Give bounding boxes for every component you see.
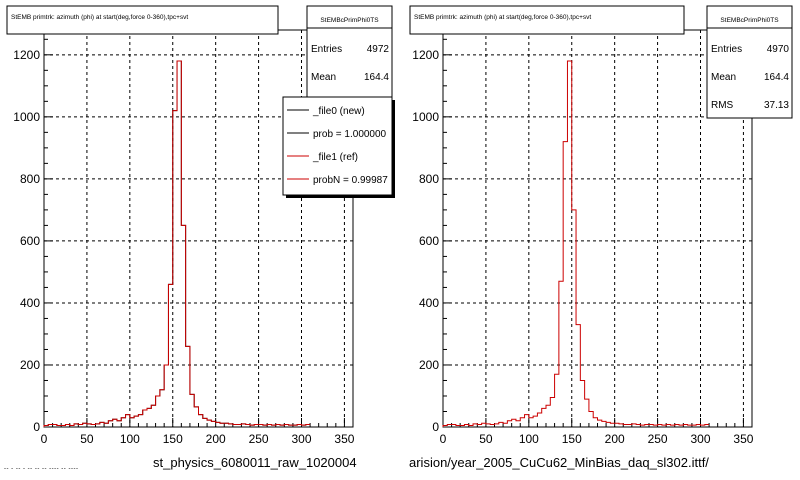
left-stats-mean-value: 164.4 (364, 72, 389, 83)
left-histogram-title: StEMB primtrk: azimuth (phi) at start(de… (11, 14, 188, 21)
right-y-tick-label: 1200 (412, 48, 439, 62)
right-y-tick-label: 1000 (412, 110, 439, 124)
left-y-tick-label: 400 (20, 296, 40, 310)
right-y-tick-label: 600 (419, 234, 439, 248)
left-y-tick-label: 1000 (13, 110, 40, 124)
right-title-box (409, 5, 685, 35)
right-x-tick-label: 200 (605, 432, 625, 446)
right-stats-mean-value: 164.4 (764, 72, 789, 83)
right-x-tick-label: 150 (562, 432, 582, 446)
right-stats-entries-label: Entries (711, 44, 742, 55)
right-stats-entries-value: 4970 (767, 44, 790, 55)
right-y-tick-label: 200 (419, 358, 439, 372)
left-legend-label: prob = 1.000000 (313, 129, 387, 140)
right-x-tick-label: 250 (648, 432, 668, 446)
left-stats-name: StEMBcPrimPhi0TS (320, 17, 379, 24)
left-y-tick-label: 200 (20, 358, 40, 372)
right-stats-mean-label: Mean (711, 72, 736, 83)
right-x-tick-label: 350 (733, 432, 753, 446)
left-y-tick-label: 1200 (13, 48, 40, 62)
left-stats-mean-label: Mean (311, 72, 336, 83)
left-x-tick-label: 250 (249, 432, 269, 446)
left-y-tick-label: 800 (20, 172, 40, 186)
right-y-tick-label: 0 (432, 420, 439, 434)
left-x-tick-label: 350 (334, 432, 354, 446)
left-x-tick-label: 100 (120, 432, 140, 446)
right-x-tick-label: 50 (479, 432, 493, 446)
footnote-text: -- - -- - -- -- -- ---- -- ---- (4, 466, 79, 472)
left-histogram-series-2 (43, 60, 311, 427)
left-x-tick-label: 50 (80, 432, 94, 446)
right-plot-frame (442, 29, 753, 428)
left-legend: _file0 (new) prob = 1.000000 _file1 (ref) p… (287, 106, 388, 186)
left-stats-entries-value: 4972 (367, 44, 390, 55)
left-x-tick-label: 0 (41, 432, 48, 446)
left-legend-label: _file1 (ref) (312, 152, 358, 163)
right-histogram-caption: arision/year_2005_CuCu62_MinBias_daq_sl3… (409, 455, 709, 470)
right-y-tick-label: 800 (419, 172, 439, 186)
left-stats-entries-label: Entries (311, 44, 342, 55)
left-legend-label: probN = 0.99987 (313, 175, 388, 186)
right-stats-rms-value: 37.13 (764, 100, 789, 111)
left-x-tick-label: 200 (206, 432, 226, 446)
right-x-tick-label: 0 (440, 432, 447, 446)
left-x-tick-label: 300 (291, 432, 311, 446)
right-x-tick-label: 100 (519, 432, 539, 446)
right-x-tick-label: 300 (690, 432, 710, 446)
right-histogram-title: StEMB primtrk: azimuth (phi) at start(de… (414, 14, 591, 21)
right-stats-rms-label: RMS (711, 100, 734, 111)
left-legend-label: _file0 (new) (312, 106, 365, 117)
left-y-tick-label: 600 (20, 234, 40, 248)
right-histogram-series-1 (442, 60, 710, 427)
left-histogram-caption: st_physics_6080011_raw_1020004 (153, 455, 357, 470)
right-stats-box (706, 5, 793, 119)
right-y-tick-label: 400 (419, 296, 439, 310)
right-stats-name: StEMBcPrimPhi0TS (720, 17, 779, 24)
left-y-tick-label: 0 (33, 420, 40, 434)
left-title-box (6, 5, 279, 35)
left-x-tick-label: 150 (163, 432, 183, 446)
